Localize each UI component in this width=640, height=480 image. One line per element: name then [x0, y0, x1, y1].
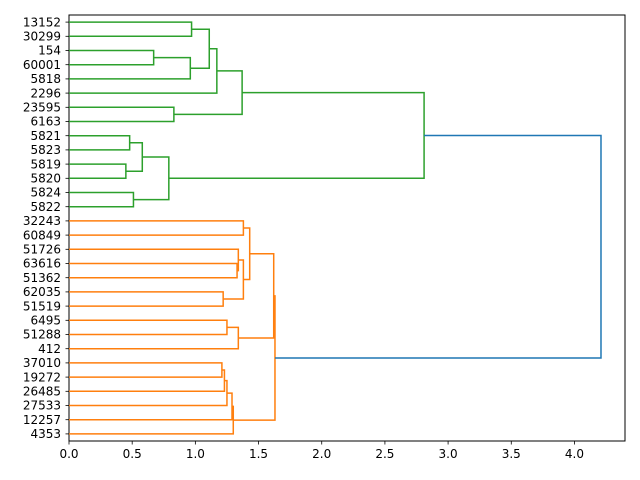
- x-tick-label: 0.0: [59, 447, 78, 461]
- leaf-label: 6495: [30, 314, 61, 328]
- leaf-label: 26485: [23, 385, 61, 399]
- dendrogram-link: [69, 379, 228, 407]
- leaf-label: 32243: [23, 214, 61, 228]
- leaf-label: 5821: [30, 129, 61, 143]
- leaf-label: 5822: [30, 200, 61, 214]
- x-tick-label: 3.0: [439, 447, 458, 461]
- dendrogram-link: [69, 163, 127, 180]
- leaf-label: 12257: [23, 413, 61, 427]
- leaf-label: 5818: [30, 72, 61, 86]
- leaf-label: 5824: [30, 186, 61, 200]
- leaf-labels: 1315230299154600015818229623595616358215…: [23, 15, 69, 441]
- dendrogram-link: [274, 134, 602, 359]
- leaf-label: 5819: [30, 157, 61, 171]
- x-tick-label: 2.5: [375, 447, 394, 461]
- dendrogram-link: [69, 362, 223, 378]
- dendrogram-link: [233, 295, 276, 421]
- x-tick-label: 4.0: [565, 447, 584, 461]
- x-tick-label: 1.0: [186, 447, 205, 461]
- leaf-label: 4353: [30, 427, 61, 441]
- leaf-label: 6163: [30, 115, 61, 129]
- dendrogram-link: [168, 91, 425, 180]
- leaf-label: 412: [38, 342, 61, 356]
- leaf-label: 27533: [23, 399, 61, 413]
- leaf-label: 62035: [23, 285, 61, 299]
- dendrogram-link: [69, 262, 238, 279]
- leaf-label: 154: [38, 44, 61, 58]
- leaf-label: 51519: [23, 299, 61, 313]
- leaf-label: 30299: [23, 30, 61, 44]
- leaf-label: 23595: [23, 101, 61, 115]
- plot-frame: [68, 14, 626, 442]
- leaf-label: 51288: [23, 328, 61, 342]
- dendrogram-link: [69, 291, 224, 307]
- leaf-label: 63616: [23, 257, 61, 271]
- leaf-label: 13152: [23, 15, 61, 29]
- leaf-label: 60849: [23, 228, 61, 242]
- leaf-label: 5823: [30, 143, 61, 157]
- leaf-label: 2296: [30, 86, 61, 100]
- dendrogram-link: [69, 369, 226, 393]
- dendrogram-link: [69, 191, 135, 208]
- dendrogram-link: [69, 248, 240, 272]
- x-axis-ticks: 0.0 0.5 1.0 1.5 2.0 2.5 3.0 3.5 4.0: [59, 441, 584, 461]
- dendrogram-link: [223, 259, 245, 300]
- dendrogram-links: [69, 21, 602, 435]
- dendrogram-link: [69, 56, 192, 80]
- dendrogram-link: [69, 134, 131, 151]
- dendrogram-link: [243, 227, 251, 281]
- dendrogram-link: [190, 28, 211, 69]
- leaf-label: 5820: [30, 172, 61, 186]
- dendrogram-link: [69, 326, 240, 350]
- x-tick-label: 2.0: [312, 447, 331, 461]
- dendrogram-link: [69, 21, 193, 38]
- x-tick-label: 3.5: [502, 447, 521, 461]
- leaf-label: 60001: [23, 58, 61, 72]
- x-tick-label: 0.5: [123, 447, 142, 461]
- dendrogram-link: [69, 220, 245, 236]
- leaf-label: 37010: [23, 356, 61, 370]
- dendrogram-link: [125, 142, 144, 172]
- x-tick-label: 1.5: [249, 447, 268, 461]
- leaf-label: 51726: [23, 243, 61, 257]
- dendrogram-link: [69, 392, 233, 421]
- leaf-label: 19272: [23, 370, 61, 384]
- dendrogram-link: [69, 106, 175, 123]
- leaf-label: 51362: [23, 271, 61, 285]
- dendrogram-link: [69, 319, 228, 336]
- dendrogram-link: [69, 49, 155, 66]
- dendrogram-link: [133, 156, 170, 201]
- dendrogram-link: [69, 47, 218, 94]
